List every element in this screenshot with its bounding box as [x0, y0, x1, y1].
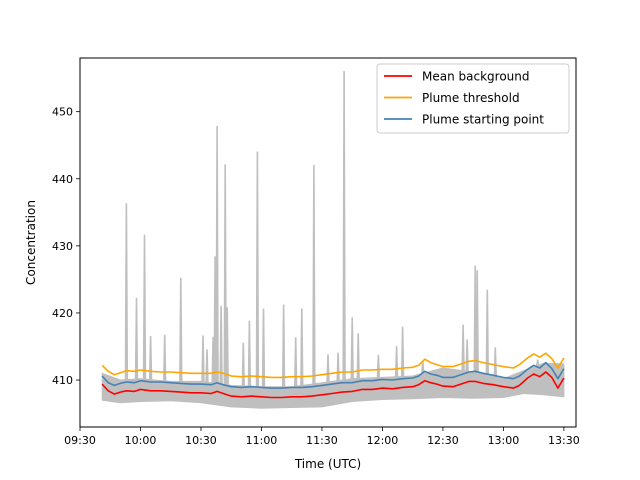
- x-tick-label: 12:00: [367, 434, 399, 447]
- raw-concentration-layer: [101, 71, 565, 409]
- y-tick-label: 420: [52, 307, 73, 320]
- raw-concentration-spike: [225, 307, 229, 386]
- raw-concentration-spike: [261, 308, 266, 388]
- raw-concentration-spike: [201, 335, 205, 383]
- raw-concentration-spike: [205, 349, 209, 383]
- raw-concentration-spike: [350, 317, 354, 380]
- x-axis-ticks: 09:30 10:00 10:30 11:00 11:30 12:00 12:30 13:00…: [64, 427, 580, 447]
- x-tick-label: 10:30: [185, 434, 217, 447]
- raw-concentration-spike: [356, 333, 360, 379]
- x-tick-label: 12:30: [427, 434, 459, 447]
- y-axis-label: Concentration: [24, 200, 38, 285]
- legend-entries: Mean background Plume threshold Plume star…: [384, 70, 544, 127]
- x-tick-label: 11:30: [306, 434, 338, 447]
- raw-concentration-spike: [300, 308, 304, 386]
- series-line-mean-background: [101, 371, 565, 399]
- raw-concentration-spike: [215, 126, 219, 384]
- raw-concentration-spike: [336, 352, 340, 382]
- x-tick-label: 09:30: [64, 434, 96, 447]
- plot-frame: [79, 57, 577, 428]
- x-tick-label: 13:00: [488, 434, 520, 447]
- raw-concentration-spike: [148, 335, 153, 381]
- raw-concentration-spike: [465, 339, 469, 372]
- raw-concentration-spike: [485, 289, 490, 376]
- raw-concentration-spike: [312, 164, 316, 385]
- raw-concentration-spike: [281, 304, 286, 388]
- raw-concentration-spike: [241, 342, 246, 387]
- raw-concentration-spike: [293, 337, 298, 387]
- legend-box: [376, 63, 570, 134]
- raw-concentration-spike: [461, 324, 465, 372]
- raw-concentration-spike: [255, 151, 260, 388]
- raw-concentration-spike: [493, 347, 498, 378]
- legend-label: Plume threshold: [422, 91, 520, 105]
- y-axis-ticks: 410 420 430 440 450: [52, 106, 80, 387]
- raw-concentration-spike: [376, 354, 381, 378]
- legend: Mean background Plume threshold Plume star…: [376, 63, 570, 134]
- legend-label: Mean background: [422, 70, 529, 84]
- x-tick-label: 11:00: [246, 434, 278, 447]
- series-layer: [101, 352, 565, 399]
- raw-concentration-spike: [400, 326, 405, 377]
- x-tick-label: 13:30: [548, 434, 580, 447]
- x-tick-label: 10:00: [125, 434, 157, 447]
- raw-concentration-spike: [142, 234, 147, 380]
- raw-concentration-spike: [179, 277, 183, 382]
- y-tick-label: 450: [52, 106, 73, 119]
- raw-concentration-spike: [134, 297, 139, 380]
- series-line-plume-threshold: [101, 352, 565, 379]
- raw-concentration-spike: [342, 71, 346, 381]
- raw-concentration-spike: [535, 359, 540, 366]
- raw-concentration-spike: [394, 346, 399, 378]
- y-tick-label: 430: [52, 240, 73, 253]
- raw-concentration-spike: [124, 203, 129, 381]
- legend-label: Plume starting point: [422, 113, 544, 127]
- x-axis-label: Time (UTC): [294, 457, 361, 471]
- raw-concentration-spike: [326, 354, 330, 383]
- series-line-plume-starting-point: [101, 361, 565, 389]
- y-tick-label: 440: [52, 173, 73, 186]
- y-tick-label: 410: [52, 374, 73, 387]
- raw-concentration-spike: [475, 270, 479, 374]
- raw-concentration-spike: [162, 334, 167, 382]
